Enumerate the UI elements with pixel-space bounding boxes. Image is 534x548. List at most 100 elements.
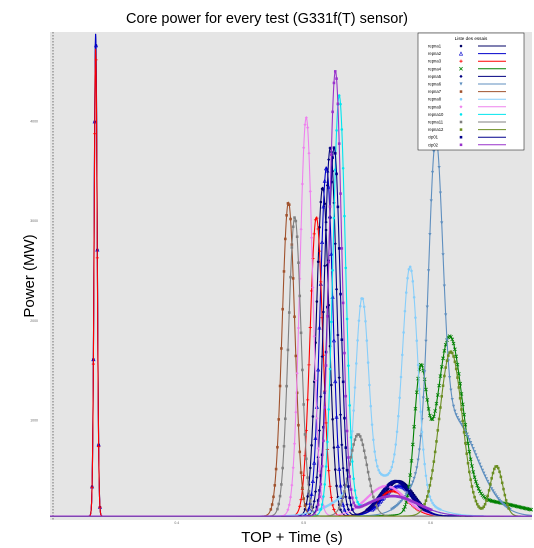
repna6-marker	[455, 416, 460, 420]
repna4-marker	[472, 475, 477, 480]
repna12-marker	[435, 440, 438, 443]
repna8-marker	[416, 363, 420, 367]
repna10-marker	[351, 460, 354, 463]
repna12-marker	[461, 419, 465, 423]
repna11-marker	[376, 506, 379, 510]
repna4-marker	[462, 412, 466, 417]
repna11-marker	[310, 505, 313, 509]
repna2-marker	[338, 483, 343, 488]
cip02-marker	[353, 504, 357, 507]
cip01-marker	[420, 506, 424, 509]
cip01-marker	[414, 498, 417, 502]
repna12-marker	[470, 485, 474, 488]
repna5-marker	[340, 443, 344, 447]
repna6-marker	[399, 499, 403, 504]
repna9-marker	[379, 485, 383, 489]
repna7-marker	[298, 450, 302, 454]
repna6-marker	[471, 447, 475, 451]
repna11-marker	[301, 368, 304, 372]
legend-repna5-marker	[459, 74, 463, 78]
repna3-marker	[299, 498, 303, 502]
legend-label: repna8	[428, 97, 442, 102]
repna4-marker	[410, 442, 415, 447]
repna9-marker	[312, 334, 316, 338]
repna7-marker	[281, 307, 284, 311]
repna4-marker	[442, 348, 447, 353]
legend-entry: repna3	[428, 59, 506, 64]
legend-repna11-marker	[459, 120, 463, 124]
repna11-marker	[370, 490, 374, 494]
repna6-marker	[466, 435, 470, 439]
repna8-marker	[411, 280, 415, 283]
repna11-marker	[278, 494, 282, 498]
repna9-marker	[317, 469, 322, 473]
repna5-marker	[325, 183, 329, 187]
repna6-marker	[496, 497, 500, 501]
x-tick-label: 0.5	[301, 521, 306, 525]
repna8-marker	[364, 319, 367, 323]
repna4-marker	[474, 479, 478, 484]
cip01-marker	[403, 485, 407, 488]
cip02-marker	[366, 502, 370, 505]
repna5-marker	[311, 505, 315, 510]
legend-label: repna12	[428, 127, 444, 132]
repna8-marker	[398, 396, 401, 400]
cip01-marker	[408, 491, 412, 495]
repna6-marker	[408, 486, 412, 490]
repna8-marker	[389, 469, 392, 472]
repna11-marker	[366, 470, 370, 474]
cip01-marker	[348, 496, 351, 500]
cip01-marker	[407, 489, 411, 493]
repna4-marker	[431, 414, 436, 419]
repna5-marker	[336, 333, 340, 337]
repna4-marker	[463, 422, 468, 427]
repna11-marker	[364, 456, 367, 459]
repna9-marker	[316, 446, 320, 450]
cip02-marker	[399, 495, 403, 499]
repna6-marker	[438, 191, 443, 195]
repna7-marker	[280, 347, 283, 350]
repna12-marker	[436, 429, 440, 432]
repna3-marker	[93, 132, 97, 136]
repna6-marker	[413, 472, 418, 476]
repna5-marker	[328, 146, 332, 150]
repna1-marker	[332, 446, 336, 449]
repna1-marker	[333, 468, 337, 471]
repna9-marker	[298, 277, 302, 281]
repna11-marker	[369, 484, 373, 488]
repna9-marker	[288, 495, 293, 499]
repna9-marker	[411, 503, 415, 507]
repna5-marker	[344, 495, 348, 499]
cip01-marker	[415, 500, 419, 504]
repna12-marker	[450, 351, 454, 355]
repna6-marker	[454, 413, 458, 417]
cip02-marker	[323, 406, 327, 409]
repna11-marker	[358, 435, 362, 438]
legend-repna1-marker	[459, 44, 463, 48]
repna11-marker	[293, 216, 296, 219]
cip02-marker	[403, 497, 407, 500]
repna2-marker	[323, 166, 329, 171]
repna12-marker	[472, 490, 475, 494]
repna4-marker	[468, 457, 473, 462]
repna6-marker	[450, 397, 454, 402]
cip01-marker	[337, 247, 341, 250]
repna8-marker	[420, 430, 424, 434]
repna10-marker	[348, 404, 351, 407]
repna11-marker	[284, 417, 287, 421]
repna5-marker	[403, 486, 407, 490]
repna6-marker	[437, 165, 441, 170]
repna4-marker	[452, 347, 457, 352]
repna8-marker	[373, 450, 376, 453]
repna10-marker	[330, 320, 333, 324]
repna12-marker	[432, 460, 436, 463]
cip02-marker	[411, 500, 415, 503]
repna9-marker	[304, 116, 308, 120]
x-axis-label: TOP + Time (s)	[241, 529, 343, 546]
repna7-marker	[291, 277, 295, 280]
cip02-marker	[408, 499, 412, 502]
repna8-marker	[377, 468, 380, 472]
repna8-marker	[390, 465, 394, 469]
repna12-marker	[453, 360, 457, 364]
